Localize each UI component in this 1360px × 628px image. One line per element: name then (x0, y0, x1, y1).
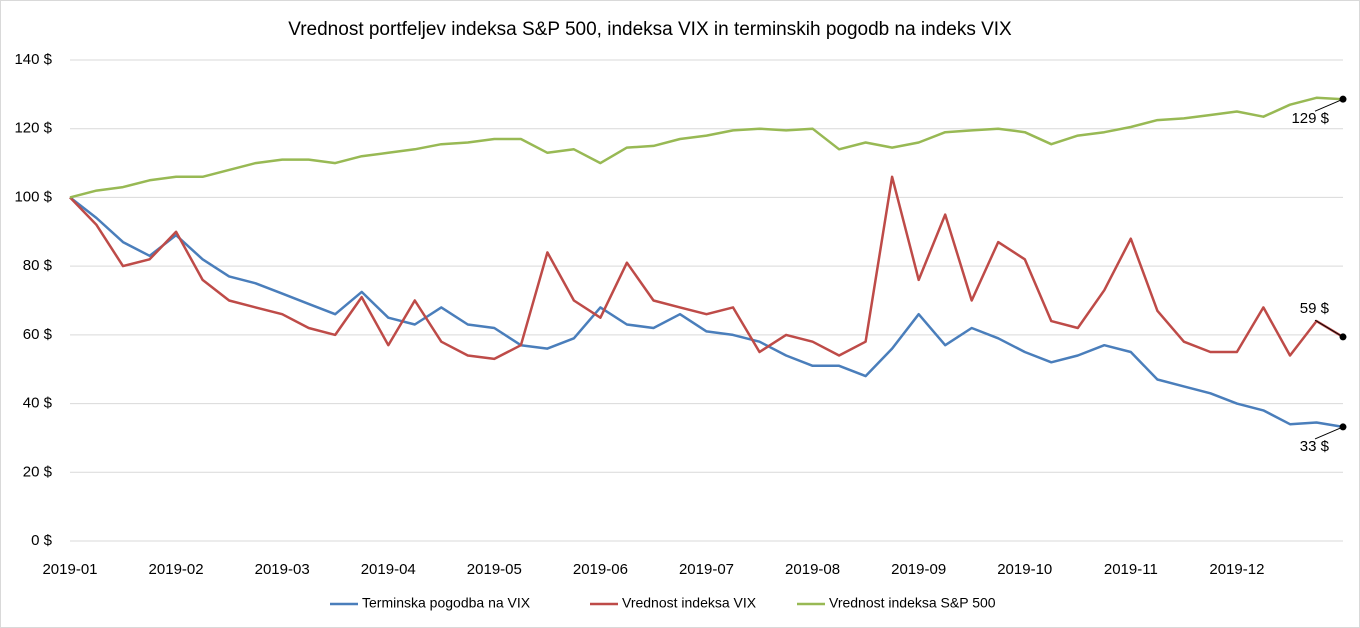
label-leader (1314, 98, 1344, 112)
series-line (69, 96, 1344, 199)
y-tick-label: 100 $ (14, 188, 52, 205)
legend-label: Vrednost indeksa S&P 500 (829, 595, 996, 611)
x-tick-label: 2019-10 (997, 561, 1052, 578)
x-tick-label: 2019-01 (42, 561, 97, 578)
data-label: 129 $ (1291, 110, 1329, 127)
x-tick-label: 2019-06 (573, 561, 628, 578)
end-point (1339, 423, 1347, 431)
y-tick-label: 0 $ (31, 532, 53, 549)
x-tick-label: 2019-07 (679, 561, 734, 578)
x-tick-label: 2019-09 (891, 561, 946, 578)
x-tick-label: 2019-11 (1104, 561, 1158, 578)
end-point (1339, 95, 1347, 103)
series-line (69, 196, 1344, 429)
legend-label: Terminska pogodba na VIX (362, 595, 531, 611)
end-point (1339, 333, 1347, 341)
x-tick-label: 2019-08 (785, 561, 840, 578)
series-line (69, 175, 1344, 361)
x-tick-label: 2019-05 (467, 561, 522, 578)
label-leader (1314, 319, 1344, 338)
x-tick-label: 2019-02 (149, 561, 204, 578)
y-tick-label: 40 $ (23, 395, 53, 412)
x-tick-label: 2019-04 (361, 561, 416, 578)
chart-title: Vrednost portfeljev indeksa S&P 500, ind… (288, 19, 1012, 40)
x-tick-label: 2019-03 (255, 561, 310, 578)
y-tick-label: 120 $ (14, 120, 52, 137)
y-tick-label: 80 $ (23, 257, 53, 274)
data-label: 33 $ (1300, 438, 1330, 455)
label-leader (1314, 426, 1344, 440)
y-tick-label: 140 $ (14, 51, 52, 68)
y-tick-label: 60 $ (23, 326, 53, 343)
y-tick-label: 20 $ (23, 463, 53, 480)
data-label: 59 $ (1300, 300, 1330, 317)
legend-label: Vrednost indeksa VIX (622, 595, 757, 611)
x-tick-label: 2019-12 (1209, 561, 1264, 578)
